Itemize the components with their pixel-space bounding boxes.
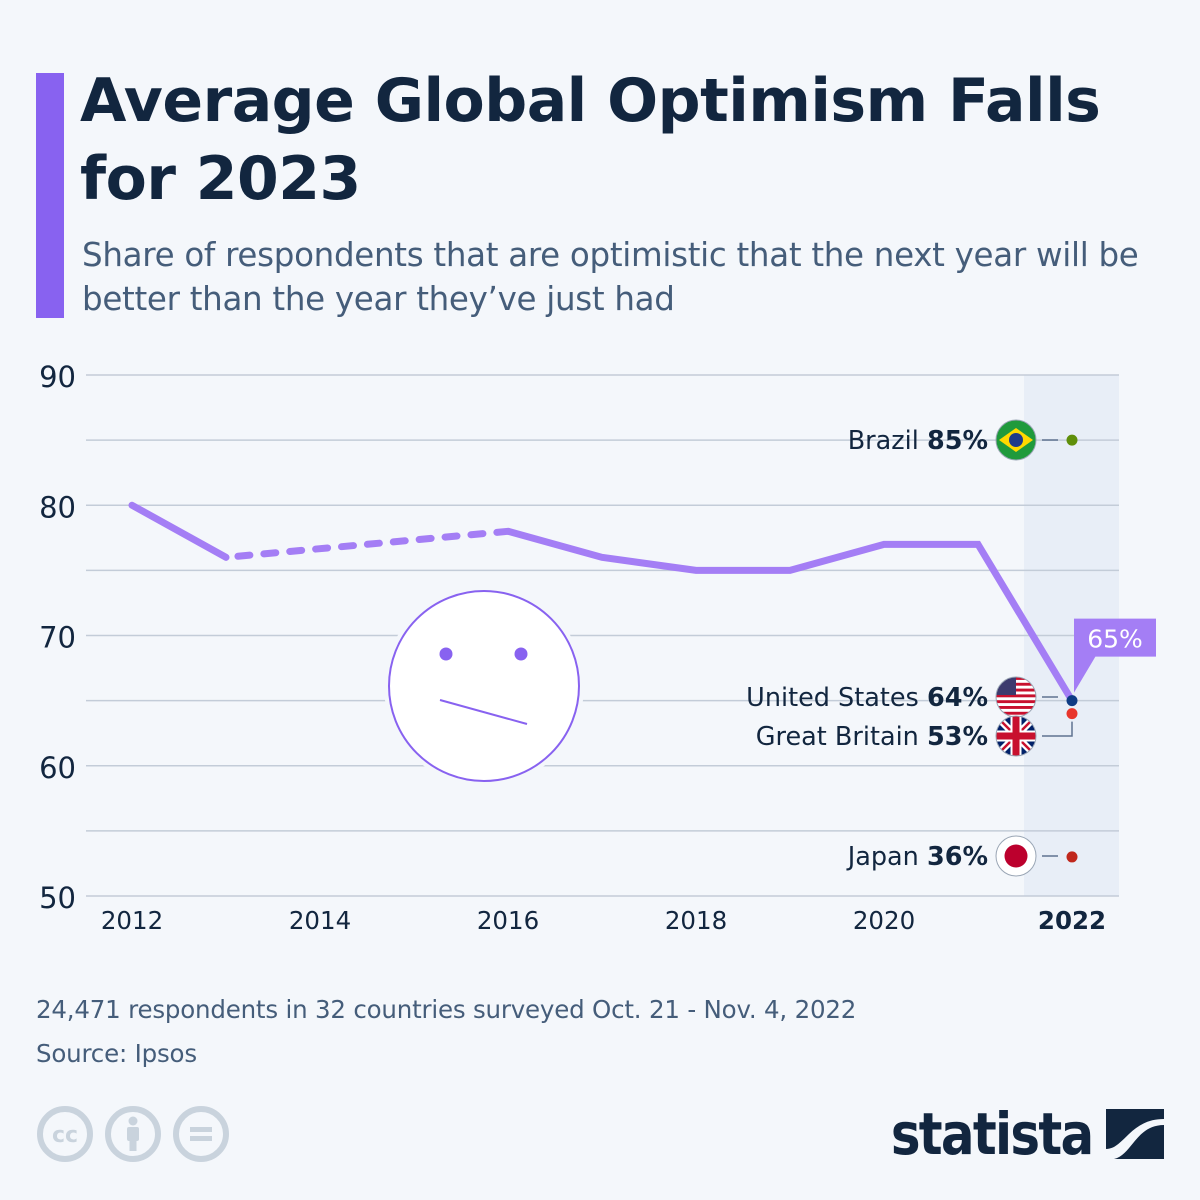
x-tick-label: 2022: [1038, 906, 1106, 935]
series-global-average: [128, 501, 1075, 703]
country-marker-brazil: Brazil 85%: [848, 419, 1078, 461]
country-label: United States 64%: [746, 683, 988, 713]
footer-notes: 24,471 respondents in 32 countries surve…: [36, 988, 856, 1076]
attribution-icon[interactable]: [104, 1105, 162, 1163]
survey-note: 24,471 respondents in 32 countries surve…: [36, 995, 857, 1024]
marker-dot: [1066, 851, 1078, 863]
x-axis-ticks: 2012 2014 2016 2018 2020 2022: [101, 906, 1106, 935]
marker-dot: [1066, 708, 1078, 720]
svg-text:cc: cc: [52, 1123, 78, 1148]
uk-flag-icon: [995, 715, 1037, 757]
license-icons: cc: [36, 1105, 230, 1163]
line-chart: 50 60 70 80 90 2012 2014 2016 2018 2020 2022 Braz…: [39, 360, 1156, 935]
face-mouth: [439, 699, 528, 725]
chart-subtitle: Share of respondents that are optimistic…: [82, 236, 1139, 318]
marker-dot: [1066, 434, 1078, 446]
y-axis-ticks: 50 60 70 80 90: [39, 360, 76, 915]
x-tick-label: 2020: [853, 906, 915, 935]
logo-text: statista: [890, 1100, 1093, 1168]
y-tick-label: 60: [39, 751, 76, 785]
series-line-solid: [128, 501, 230, 561]
country-marker-great-britain: Great Britain 53%: [756, 708, 1078, 757]
x-tick-label: 2012: [101, 906, 163, 935]
country-label: Japan 36%: [846, 842, 988, 872]
statista-logo[interactable]: statista: [858, 1100, 1164, 1168]
country-name: Great Britain: [756, 722, 927, 752]
us-flag-icon: [995, 676, 1037, 718]
country-value: 36%: [927, 842, 988, 872]
country-name: Japan: [846, 842, 927, 872]
marker-dot: [1066, 695, 1078, 707]
value-callout: 65%: [1074, 618, 1156, 693]
face-eye-left: [439, 647, 453, 661]
y-tick-label: 80: [39, 490, 76, 524]
gridlines: [86, 374, 1119, 897]
statista-logo-icon: [1106, 1109, 1164, 1159]
y-tick-label: 50: [39, 881, 76, 915]
country-name: Brazil: [848, 426, 927, 456]
country-value: 85%: [927, 426, 988, 456]
cc-icon[interactable]: cc: [36, 1105, 94, 1163]
face-eye-right: [514, 647, 528, 661]
country-marker-united-states: United States 64%: [746, 676, 1078, 718]
country-markers: Brazil 85%United States 64%Great Britain…: [746, 419, 1078, 877]
accent-bar: [36, 73, 64, 318]
country-value: 64%: [927, 683, 988, 713]
source-note: Source: Ipsos: [36, 1039, 197, 1068]
x-tick-label: 2014: [289, 906, 351, 935]
series-line-dashed: [222, 527, 512, 561]
callout-box: [1074, 618, 1156, 693]
callout-label: 65%: [1087, 625, 1143, 654]
x-tick-label: 2016: [477, 906, 539, 935]
country-value: 53%: [927, 722, 988, 752]
connector-line: [1042, 721, 1073, 737]
chart-title: Average Global Optimism Falls for 2023: [80, 66, 1101, 214]
series-line-solid: [507, 527, 1075, 703]
x-tick-label: 2018: [665, 906, 727, 935]
neutral-face-icon: [384, 586, 584, 786]
brazil-flag-icon: [995, 419, 1037, 461]
y-tick-label: 70: [39, 621, 76, 655]
country-label: Great Britain 53%: [756, 722, 988, 752]
country-name: United States: [746, 683, 927, 713]
japan-flag-icon: [995, 835, 1037, 877]
country-label: Brazil 85%: [848, 426, 988, 456]
y-tick-label: 90: [39, 360, 76, 394]
no-derivatives-icon[interactable]: [172, 1105, 230, 1163]
country-marker-japan: Japan 36%: [846, 835, 1078, 877]
